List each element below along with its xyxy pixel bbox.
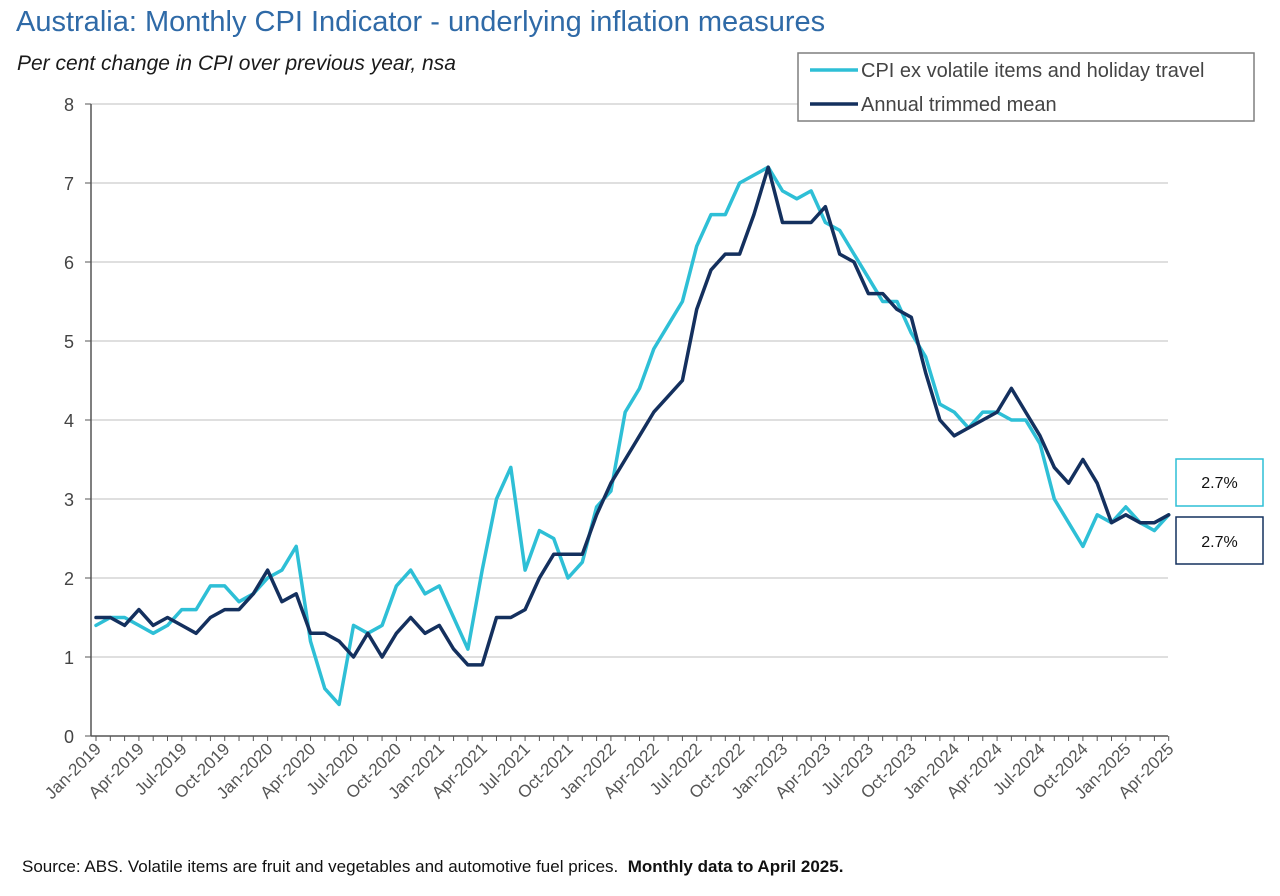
- badge-label-ex-volatile: 2.7%: [1201, 475, 1237, 492]
- legend-label-ex-volatile: CPI ex volatile items and holiday travel: [861, 60, 1205, 82]
- series-line-trimmed-mean: [94, 165, 1171, 667]
- source-note: Source: ABS. Volatile items are fruit an…: [22, 857, 843, 877]
- gridlines: [91, 103, 1168, 658]
- y-tick-label-3: 3: [64, 490, 74, 510]
- y-tick-label-8: 8: [64, 95, 74, 115]
- y-tick-label-4: 4: [64, 411, 74, 431]
- series-line-ex-volatile: [94, 165, 1171, 707]
- badge-label-trimmed-mean: 2.7%: [1201, 534, 1237, 551]
- y-tick-label-0: 0: [64, 727, 74, 747]
- y-tick-label-2: 2: [64, 569, 74, 589]
- chart-title: Australia: Monthly CPI Indicator - under…: [16, 6, 826, 38]
- source-text: Source: ABS. Volatile items are fruit an…: [22, 857, 619, 876]
- y-tick-label-7: 7: [64, 174, 74, 194]
- x-axis-ticks: Jan-2019Apr-2019Jul-2019Oct-2019Jan-2020…: [41, 736, 1178, 803]
- y-tick-label-1: 1: [64, 648, 74, 668]
- end-value-badges: 2.7% 2.7%: [1175, 458, 1264, 565]
- y-tick-label-5: 5: [64, 332, 74, 352]
- legend-label-trimmed-mean: Annual trimmed mean: [861, 94, 1057, 116]
- badge-trimmed-mean: [1175, 516, 1264, 565]
- legend-box: [797, 52, 1255, 122]
- y-axis-ticks: 0 1 2 3 4 5 6 7 8: [64, 95, 91, 747]
- series-lines: [94, 165, 1171, 707]
- source-bold-text: Monthly data to April 2025.: [627, 857, 844, 876]
- chart-subtitle: Per cent change in CPI over previous yea…: [17, 52, 456, 75]
- y-tick-label-6: 6: [64, 253, 74, 273]
- legend: CPI ex volatile items and holiday travel…: [797, 52, 1255, 122]
- badge-ex-volatile: [1175, 458, 1264, 507]
